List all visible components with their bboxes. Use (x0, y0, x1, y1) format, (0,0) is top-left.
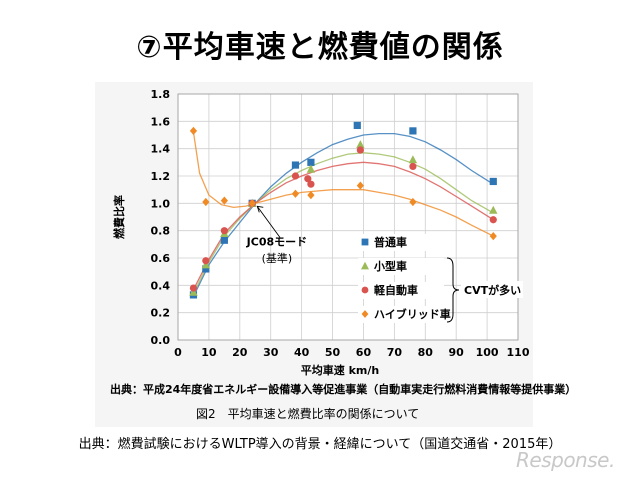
x-tick-label: 70 (387, 346, 403, 359)
data-point (220, 227, 228, 235)
plot-border (177, 93, 519, 341)
slide-title: ⑦平均車速と燃費値の関係 (136, 30, 504, 65)
data-point (248, 199, 256, 208)
y-tick-label: 0.4 (151, 279, 171, 292)
data-point (202, 265, 210, 273)
cvt-label: CVTが多い (464, 283, 521, 297)
y-tick-label: 1.2 (151, 170, 171, 183)
data-point (304, 175, 312, 183)
page-source: 出典：燃費試験におけるWLTP導入の背景・経緯について（国道交通省・2015年） (78, 437, 562, 452)
jc08-sublabel: (基準) (262, 251, 293, 265)
x-tick-label: 0 (174, 346, 182, 359)
y-tick-label: 0.6 (151, 252, 171, 265)
x-tick-label: 10 (201, 346, 217, 359)
cvt-brace (446, 257, 460, 323)
y-tick-label: 0.8 (151, 225, 171, 238)
jc08-arrow-line (256, 206, 281, 238)
data-point (306, 164, 316, 173)
x-tick-label: 60 (356, 346, 372, 359)
legend-label: 軽自動車 (374, 283, 418, 297)
legend-label: 普通車 (374, 235, 407, 249)
x-tick-label: 80 (418, 346, 434, 359)
legend-marker (361, 238, 369, 246)
data-point (489, 205, 498, 214)
data-point (220, 236, 228, 244)
y-tick-label: 0.2 (151, 307, 171, 320)
data-point (202, 197, 210, 207)
y-axis-label: 燃費比率 (112, 195, 126, 240)
y-tick-label: 0.0 (151, 334, 171, 347)
data-point (409, 197, 417, 207)
x-tick-label: 40 (294, 346, 310, 359)
legend-item-bg (358, 282, 444, 299)
y-tick-label: 1.0 (151, 197, 171, 210)
data-point (307, 158, 315, 166)
data-point (408, 155, 418, 164)
legend-marker (361, 261, 369, 270)
jc08-label: JC08モード (246, 236, 307, 249)
legend-label: ハイブリッド車 (374, 307, 451, 321)
data-point (489, 232, 497, 241)
series-curve (192, 152, 494, 294)
data-point (353, 121, 361, 130)
series-curve (192, 161, 494, 290)
x-tick-label: 30 (263, 346, 279, 359)
data-point (291, 172, 300, 180)
series-curve (192, 132, 494, 237)
x-tick-label: 90 (449, 346, 465, 359)
data-point (189, 287, 198, 296)
x-tick-label: 50 (325, 346, 341, 359)
data-point (356, 146, 364, 154)
data-point (409, 127, 417, 135)
response-logo: Response. (516, 448, 615, 472)
data-point (189, 284, 198, 292)
legend-label: 小型車 (373, 259, 407, 273)
y-tick-label: 1.4 (151, 143, 171, 156)
y-tick-label: 1.8 (151, 88, 171, 101)
fuel-ratio-chart: 0.0 0.2 0.4 0.6 0.8 1.0 1.2 1.4 1.6 1.8 0 10 20 30 40 5… (112, 88, 530, 377)
chart-area: 0.0 0.2 0.4 0.6 0.8 1.0 1.2 1.4 1.6 1.8 0 10 20 30 40 5… (95, 82, 533, 427)
jc08-arrow-head (256, 205, 264, 213)
data-point (220, 196, 228, 205)
data-point (307, 180, 315, 188)
legend-marker (361, 286, 369, 294)
data-point (307, 191, 315, 200)
legend-marker (361, 310, 369, 318)
data-point (489, 177, 497, 186)
x-tick-label: 100 (476, 346, 499, 359)
figure-caption: 図2 平均車速と燃費比率の関係について (196, 407, 420, 421)
data-point (291, 161, 300, 169)
chart-source-note: 出典：平成24年度省エネルギー設備導入等促進事業（自動車実走行燃料消費情報等提供… (110, 383, 577, 396)
data-point (409, 162, 417, 171)
plot-background (178, 94, 518, 340)
x-axis-label: 平均車速 km/h (301, 363, 379, 377)
series-curve (192, 132, 494, 297)
data-point (202, 257, 210, 265)
legend-item-bg (358, 234, 444, 251)
x-tick-label: 110 (507, 346, 530, 359)
legend-item-bg (358, 306, 444, 323)
x-tick-label: 20 (232, 346, 248, 359)
data-point (489, 216, 497, 224)
legend-item-bg (358, 258, 444, 275)
data-point (201, 260, 211, 269)
y-tick-label: 1.6 (151, 115, 171, 128)
cvt-label-bg (461, 281, 523, 298)
data-point (356, 140, 365, 149)
